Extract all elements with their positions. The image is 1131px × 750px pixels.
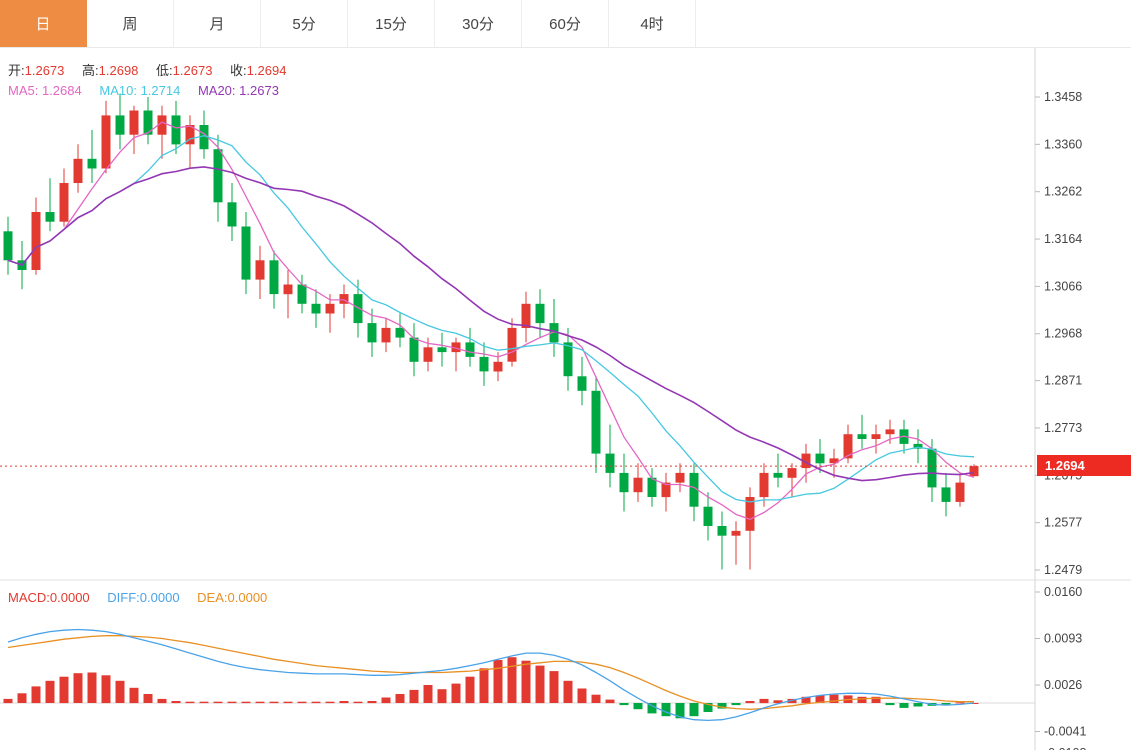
tab-week[interactable]: 周 [87, 0, 174, 47]
ma20-line [7, 166, 975, 482]
close-value: 1.2694 [246, 63, 287, 78]
diff-label: DIFF: [107, 590, 140, 605]
ma20-label: MA20: [197, 83, 236, 98]
tab-4hour[interactable]: 4时 [609, 0, 696, 47]
timeframe-tabbar: 日 周 月 5分 15分 30分 60分 4时 [0, 0, 1131, 48]
dea-value: 0.0000 [227, 590, 268, 605]
macd-group: MACD:0.0000 [8, 590, 90, 605]
ma-legend: MA5: 1.2684 MA10: 1.2714 MA20: 1.2673 [8, 83, 293, 98]
ma10-value: 1.2714 [140, 83, 181, 98]
ohlc-legend: 开:1.2673 高:1.2698 低:1.2673 收:1.2694 [8, 60, 300, 79]
svg-text:1.2968: 1.2968 [1044, 327, 1082, 341]
svg-text:0.0093: 0.0093 [1044, 632, 1082, 646]
ma5-label: MA5: [8, 83, 39, 98]
svg-text:1.2871: 1.2871 [1044, 374, 1082, 388]
candlestick-series[interactable] [3, 93, 979, 570]
svg-text:1.2577: 1.2577 [1044, 516, 1082, 530]
ma5-value: 1.2684 [41, 83, 82, 98]
dea-label: DEA: [197, 590, 228, 605]
tab-month[interactable]: 月 [174, 0, 261, 47]
svg-text:1.3262: 1.3262 [1044, 185, 1082, 199]
low-label: 低: [156, 63, 173, 78]
low-value: 1.2673 [172, 63, 213, 78]
macd-value: 0.0000 [49, 590, 90, 605]
high-value: 1.2698 [98, 63, 139, 78]
svg-text:1.3458: 1.3458 [1044, 90, 1082, 104]
open-group: 开:1.2673 [8, 63, 64, 78]
ma20-group: MA20: 1.2673 [198, 83, 279, 98]
current-price-tag: 1.2694 [1037, 455, 1131, 476]
diff-value: 0.0000 [139, 590, 180, 605]
low-group: 低:1.2673 [156, 63, 212, 78]
svg-text:-0.0041: -0.0041 [1044, 725, 1086, 739]
svg-text:1.2479: 1.2479 [1044, 563, 1082, 577]
ma10-label: MA10: [99, 83, 137, 98]
macd-lines [7, 628, 975, 722]
ma20-value: 1.2673 [239, 83, 279, 98]
tab-day[interactable]: 日 [0, 0, 87, 47]
high-group: 高:1.2698 [82, 63, 138, 78]
svg-text:1.2773: 1.2773 [1044, 421, 1082, 435]
high-label: 高: [82, 63, 99, 78]
svg-text:0.0160: 0.0160 [1044, 585, 1082, 599]
ma10-group: MA10: 1.2714 [99, 83, 180, 98]
tab-15min[interactable]: 15分 [348, 0, 435, 47]
macd-legend: MACD:0.0000 DIFF:0.0000 DEA:0.0000 [8, 590, 281, 605]
ma-lines [7, 121, 975, 521]
macd-histogram [3, 657, 979, 719]
tab-5min[interactable]: 5分 [261, 0, 348, 47]
diff-group: DIFF:0.0000 [107, 590, 179, 605]
open-label: 开: [8, 63, 25, 78]
diff-line [7, 628, 975, 722]
tab-60min[interactable]: 60分 [522, 0, 609, 47]
svg-text:1.3360: 1.3360 [1044, 137, 1082, 151]
open-value: 1.2673 [24, 63, 65, 78]
svg-text:-0.0108: -0.0108 [1044, 746, 1086, 750]
ma5-line [7, 121, 975, 521]
ma10-line [7, 135, 975, 503]
tab-30min[interactable]: 30分 [435, 0, 522, 47]
dea-line [7, 635, 974, 710]
svg-text:1.3164: 1.3164 [1044, 232, 1082, 246]
dea-group: DEA:0.0000 [197, 590, 267, 605]
ma5-group: MA5: 1.2684 [8, 83, 82, 98]
close-label: 收: [230, 63, 247, 78]
close-group: 收:1.2694 [230, 63, 286, 78]
price-axis-labels: 1.3458 1.3360 1.3262 1.3164 1.3066 1.2968 1.28… [1035, 90, 1086, 750]
svg-text:0.0026: 0.0026 [1044, 678, 1082, 692]
svg-text:1.3066: 1.3066 [1044, 279, 1082, 293]
chart-frame [0, 48, 1131, 750]
macd-label: MACD: [8, 590, 50, 605]
